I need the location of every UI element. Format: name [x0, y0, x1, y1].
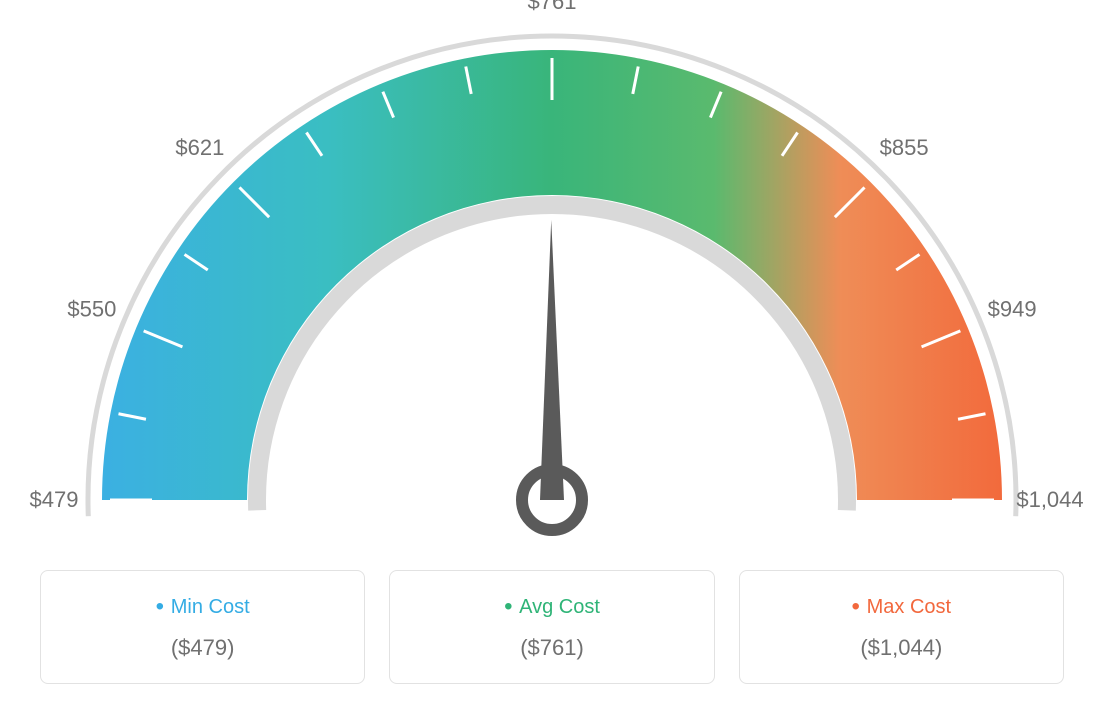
- legend: Min Cost ($479) Avg Cost ($761) Max Cost…: [0, 560, 1104, 704]
- legend-card-max: Max Cost ($1,044): [739, 570, 1064, 684]
- svg-text:$949: $949: [988, 296, 1037, 321]
- legend-value-avg: ($761): [400, 635, 703, 661]
- gauge-svg: $479 $550 $621 $761 $855 $949 $1,044: [0, 0, 1104, 560]
- legend-label-max: Max Cost: [852, 593, 952, 621]
- legend-label-avg: Avg Cost: [504, 593, 600, 621]
- svg-text:$761: $761: [528, 0, 577, 14]
- svg-text:$1,044: $1,044: [1016, 487, 1083, 512]
- legend-card-avg: Avg Cost ($761): [389, 570, 714, 684]
- legend-card-min: Min Cost ($479): [40, 570, 365, 684]
- svg-text:$621: $621: [175, 135, 224, 160]
- legend-value-min: ($479): [51, 635, 354, 661]
- svg-text:$855: $855: [880, 135, 929, 160]
- svg-text:$550: $550: [67, 296, 116, 321]
- svg-text:$479: $479: [30, 487, 79, 512]
- gauge-chart: $479 $550 $621 $761 $855 $949 $1,044: [0, 0, 1104, 560]
- legend-label-min: Min Cost: [156, 593, 250, 621]
- legend-value-max: ($1,044): [750, 635, 1053, 661]
